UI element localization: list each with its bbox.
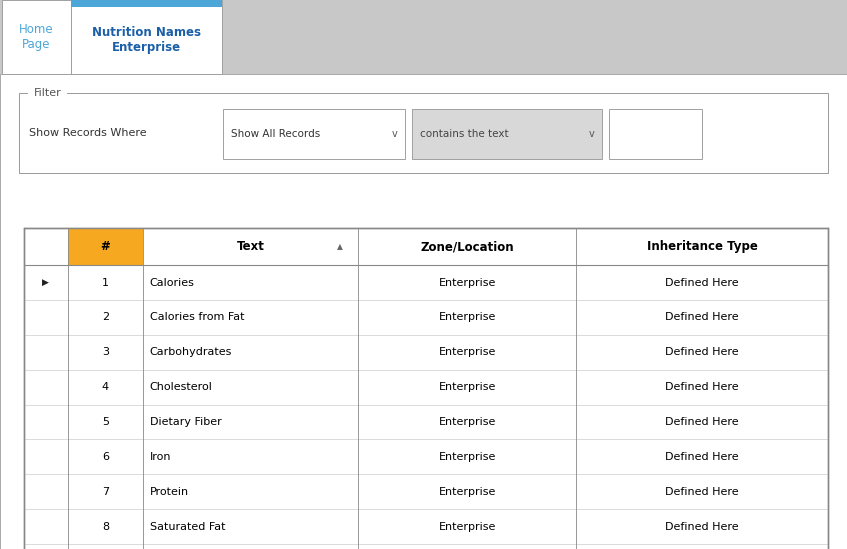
FancyBboxPatch shape bbox=[68, 228, 143, 265]
Text: Inheritance Type: Inheritance Type bbox=[646, 240, 757, 253]
Text: v: v bbox=[392, 129, 397, 139]
Text: Home
Page: Home Page bbox=[19, 23, 53, 51]
Text: Zone/Location: Zone/Location bbox=[420, 240, 514, 253]
Text: ▲: ▲ bbox=[337, 242, 343, 251]
Text: Dietary Fiber: Dietary Fiber bbox=[150, 417, 221, 427]
Text: #: # bbox=[101, 240, 110, 253]
Text: Calories: Calories bbox=[150, 278, 195, 288]
Text: Enterprise: Enterprise bbox=[439, 452, 495, 462]
Text: 5: 5 bbox=[102, 417, 109, 427]
Text: Nutrition Names
Enterprise: Nutrition Names Enterprise bbox=[92, 26, 201, 54]
Text: 4: 4 bbox=[102, 382, 109, 392]
Text: Saturated Fat: Saturated Fat bbox=[150, 522, 225, 531]
FancyBboxPatch shape bbox=[71, 0, 222, 7]
Text: Filter: Filter bbox=[34, 88, 62, 98]
Text: Enterprise: Enterprise bbox=[439, 417, 495, 427]
Text: Defined Here: Defined Here bbox=[665, 417, 739, 427]
Text: 7: 7 bbox=[102, 487, 109, 497]
Text: Protein: Protein bbox=[150, 487, 189, 497]
Text: Defined Here: Defined Here bbox=[665, 348, 739, 357]
FancyBboxPatch shape bbox=[412, 109, 602, 159]
Text: Defined Here: Defined Here bbox=[665, 487, 739, 497]
Text: Defined Here: Defined Here bbox=[665, 382, 739, 392]
Text: Enterprise: Enterprise bbox=[439, 278, 495, 288]
Text: Carbohydrates: Carbohydrates bbox=[150, 348, 232, 357]
Text: Enterprise: Enterprise bbox=[439, 522, 495, 531]
FancyBboxPatch shape bbox=[19, 93, 828, 173]
FancyBboxPatch shape bbox=[0, 74, 847, 549]
Text: Calories from Fat: Calories from Fat bbox=[150, 312, 244, 322]
Text: Iron: Iron bbox=[150, 452, 171, 462]
Text: 1: 1 bbox=[102, 278, 109, 288]
FancyBboxPatch shape bbox=[2, 0, 71, 74]
Text: Enterprise: Enterprise bbox=[439, 348, 495, 357]
Text: Enterprise: Enterprise bbox=[439, 312, 495, 322]
Text: 2: 2 bbox=[102, 312, 109, 322]
FancyBboxPatch shape bbox=[71, 0, 222, 74]
Text: Defined Here: Defined Here bbox=[665, 452, 739, 462]
Text: Text: Text bbox=[236, 240, 264, 253]
FancyBboxPatch shape bbox=[24, 228, 828, 549]
Text: v: v bbox=[590, 129, 595, 139]
Text: Show All Records: Show All Records bbox=[231, 129, 320, 139]
FancyBboxPatch shape bbox=[0, 0, 847, 74]
Text: Show Records Where: Show Records Where bbox=[29, 128, 147, 138]
Text: Enterprise: Enterprise bbox=[439, 487, 495, 497]
Text: contains the text: contains the text bbox=[420, 129, 509, 139]
Text: Cholesterol: Cholesterol bbox=[150, 382, 213, 392]
Text: 8: 8 bbox=[102, 522, 109, 531]
Text: Enterprise: Enterprise bbox=[439, 382, 495, 392]
Text: Defined Here: Defined Here bbox=[665, 312, 739, 322]
Text: Defined Here: Defined Here bbox=[665, 522, 739, 531]
FancyBboxPatch shape bbox=[223, 109, 405, 159]
FancyBboxPatch shape bbox=[609, 109, 702, 159]
Text: Defined Here: Defined Here bbox=[665, 278, 739, 288]
Text: ▶: ▶ bbox=[42, 278, 49, 287]
Text: 6: 6 bbox=[102, 452, 109, 462]
Text: 3: 3 bbox=[102, 348, 109, 357]
